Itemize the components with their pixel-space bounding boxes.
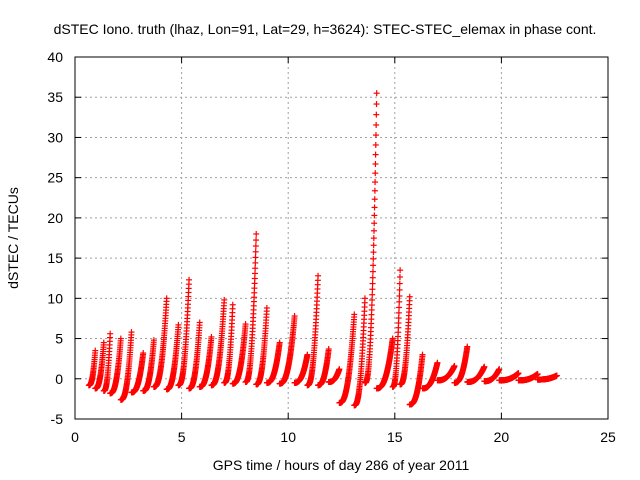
data-point <box>369 274 376 281</box>
data-point <box>373 90 380 97</box>
data-point <box>372 179 379 186</box>
data-point <box>371 204 378 211</box>
plot-frame <box>74 56 609 420</box>
data-point <box>196 319 203 326</box>
data-point <box>251 270 258 277</box>
x-tick-label: 25 <box>600 429 616 445</box>
data-point <box>370 255 377 262</box>
data-point <box>372 132 379 139</box>
data-points <box>85 90 560 409</box>
data-point <box>163 295 170 302</box>
y-tick-label: 20 <box>47 210 63 226</box>
data-point <box>396 298 403 305</box>
data-point <box>252 254 259 261</box>
data-point <box>253 230 260 237</box>
data-point <box>371 187 378 194</box>
data-point <box>370 249 377 256</box>
data-point <box>372 141 379 148</box>
data-point <box>107 330 114 337</box>
y-tick-label: 25 <box>47 170 63 186</box>
data-point <box>396 280 403 287</box>
data-point <box>276 339 283 346</box>
data-point <box>251 275 258 282</box>
data-point <box>396 304 403 311</box>
x-tick-label: 15 <box>387 429 403 445</box>
data-point <box>372 160 379 167</box>
x-tick-label: 5 <box>178 429 186 445</box>
y-tick-label: 0 <box>55 371 63 387</box>
data-point <box>370 242 377 249</box>
data-point <box>361 295 368 302</box>
y-axis-label: dSTEC / TECUs <box>5 187 21 289</box>
data-point <box>263 304 270 311</box>
data-point <box>128 329 135 336</box>
data-point <box>304 351 311 358</box>
data-point <box>369 268 376 275</box>
y-tick-label: -5 <box>51 411 64 427</box>
data-point <box>351 311 358 318</box>
data-point <box>396 286 403 293</box>
data-point <box>372 170 379 177</box>
x-tick-label: 10 <box>280 429 296 445</box>
data-point <box>371 220 378 227</box>
chart-title: dSTEC Iono. truth (lhaz, Lon=91, Lat=29,… <box>54 21 597 37</box>
data-point <box>325 346 332 353</box>
data-point <box>397 267 404 274</box>
data-point <box>140 350 147 357</box>
data-point <box>229 301 236 308</box>
data-point <box>370 262 377 269</box>
data-point <box>252 248 259 255</box>
data-point <box>369 286 376 293</box>
data-point <box>369 296 376 303</box>
data-point <box>373 101 380 108</box>
data-point <box>369 280 376 287</box>
y-tick-label: 5 <box>55 331 63 347</box>
y-tick-label: 15 <box>47 250 63 266</box>
data-point <box>315 272 322 279</box>
data-point <box>373 111 380 118</box>
data-point <box>389 335 396 342</box>
data-point <box>242 321 249 328</box>
x-tick-label: 0 <box>71 429 79 445</box>
data-point <box>208 333 215 340</box>
data-point <box>252 259 259 266</box>
data-point <box>252 265 259 272</box>
data-point <box>373 121 380 128</box>
data-point <box>186 276 193 283</box>
data-point <box>291 313 298 320</box>
y-tick-label: 10 <box>47 290 63 306</box>
x-axis-label: GPS time / hours of day 286 of year 2011 <box>213 457 470 473</box>
data-point <box>92 347 99 354</box>
data-point <box>150 337 157 344</box>
data-point <box>100 339 107 346</box>
axis-ticks: 0 5 10 15 20 25 -5 0 5 10 15 20 25 30 35 40 <box>47 49 616 445</box>
data-point <box>371 196 378 203</box>
data-point <box>369 291 376 298</box>
x-tick-label: 20 <box>494 429 510 445</box>
data-point <box>175 321 182 328</box>
y-tick-label: 40 <box>47 49 63 65</box>
y-tick-label: 35 <box>47 89 63 105</box>
grid <box>75 57 608 419</box>
data-point <box>252 243 259 250</box>
y-tick-label: 30 <box>47 129 63 145</box>
data-point <box>370 235 377 242</box>
data-point <box>253 237 260 244</box>
data-point <box>336 366 343 373</box>
data-point <box>395 309 402 316</box>
data-point <box>221 296 228 303</box>
data-point <box>396 273 403 280</box>
data-point <box>395 315 402 322</box>
data-point <box>371 227 378 234</box>
data-point <box>117 335 124 342</box>
data-point <box>372 151 379 158</box>
